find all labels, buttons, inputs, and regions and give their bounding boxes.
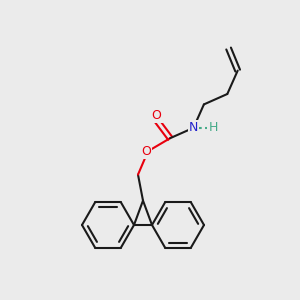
Text: H: H xyxy=(209,121,218,134)
Text: O: O xyxy=(141,145,151,158)
Text: N: N xyxy=(189,121,198,134)
Text: O: O xyxy=(152,109,161,122)
